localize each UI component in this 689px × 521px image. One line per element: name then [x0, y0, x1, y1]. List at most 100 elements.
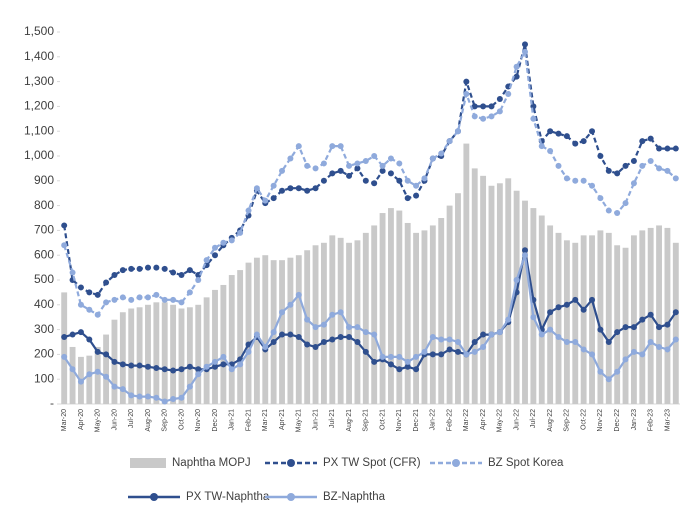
point	[522, 252, 528, 259]
point	[287, 155, 294, 162]
point	[136, 294, 143, 301]
point	[513, 277, 520, 283]
point	[153, 394, 160, 401]
point	[94, 368, 101, 375]
bar	[530, 208, 537, 404]
point	[639, 351, 646, 358]
point	[589, 182, 596, 189]
point	[538, 331, 545, 338]
x-tick-label: Jul-21	[329, 409, 336, 428]
x-tick-label: Aug-22	[547, 409, 554, 432]
point	[656, 165, 663, 172]
point	[320, 339, 327, 345]
point	[295, 185, 302, 192]
x-tick-label: Feb-21	[245, 409, 252, 431]
x-tick-label: Feb-22	[446, 409, 453, 431]
point	[396, 160, 403, 167]
bar	[103, 334, 110, 404]
point	[186, 383, 193, 390]
point	[404, 177, 411, 184]
legend-marker	[287, 493, 295, 501]
point	[614, 170, 621, 177]
point	[572, 296, 579, 303]
point	[161, 366, 168, 373]
bar	[388, 208, 394, 404]
bar	[480, 175, 487, 404]
point	[454, 348, 461, 355]
bar	[153, 302, 160, 404]
point	[103, 299, 110, 306]
point	[144, 294, 151, 301]
y-tick-label: 1,400	[24, 49, 54, 63]
bar	[438, 218, 445, 404]
point	[119, 267, 126, 274]
bar	[580, 235, 587, 404]
x-tick-label: Apr-22	[480, 409, 487, 430]
point	[538, 143, 545, 150]
point	[178, 272, 185, 279]
point	[279, 187, 286, 194]
point	[563, 339, 570, 345]
point	[212, 244, 218, 251]
bar	[195, 304, 202, 404]
point	[136, 265, 143, 272]
bar	[69, 346, 76, 404]
point	[195, 277, 202, 283]
point	[505, 91, 512, 97]
point	[488, 331, 495, 338]
point	[647, 311, 654, 318]
x-tick-label: Apr-20	[78, 409, 85, 430]
point	[337, 167, 344, 174]
point	[312, 165, 319, 172]
point	[103, 279, 110, 286]
y-tick-label: 100	[34, 371, 54, 385]
x-tick-label: Mar-21	[262, 409, 269, 431]
bar	[505, 178, 512, 404]
y-tick-label: 800	[34, 198, 54, 212]
point	[656, 343, 663, 350]
point	[287, 185, 294, 192]
bar	[119, 312, 126, 404]
point	[597, 195, 604, 202]
point	[279, 331, 286, 338]
bar	[589, 235, 595, 404]
point	[530, 314, 537, 321]
y-tick-label: 300	[34, 322, 54, 336]
point	[639, 316, 646, 323]
point	[94, 311, 101, 318]
bar	[664, 227, 671, 404]
x-tick-label: Nov-21	[396, 409, 403, 432]
point	[220, 239, 227, 246]
point	[253, 185, 260, 192]
bar	[203, 297, 210, 404]
y-tick-label: 1,300	[24, 74, 54, 88]
point	[128, 392, 135, 399]
bar	[379, 213, 386, 404]
point	[69, 269, 76, 276]
point	[287, 301, 294, 308]
point	[614, 210, 621, 217]
point	[136, 393, 143, 400]
point	[119, 386, 126, 393]
point	[337, 334, 344, 341]
point	[664, 321, 671, 328]
point	[438, 351, 445, 358]
point	[413, 192, 420, 199]
point	[346, 324, 353, 331]
point	[597, 368, 604, 375]
point	[387, 155, 394, 162]
y-tick-label: 400	[34, 297, 54, 311]
point	[429, 351, 436, 358]
point	[563, 301, 570, 308]
point	[354, 160, 361, 167]
point	[253, 331, 260, 338]
x-tick-label: Oct-21	[379, 409, 386, 430]
point	[513, 63, 520, 70]
point	[362, 157, 369, 164]
point	[630, 180, 637, 187]
point	[639, 138, 646, 145]
point	[86, 306, 93, 313]
point	[421, 175, 428, 182]
legend-label: Naphtha MOPJ	[172, 457, 251, 469]
point	[589, 296, 596, 303]
